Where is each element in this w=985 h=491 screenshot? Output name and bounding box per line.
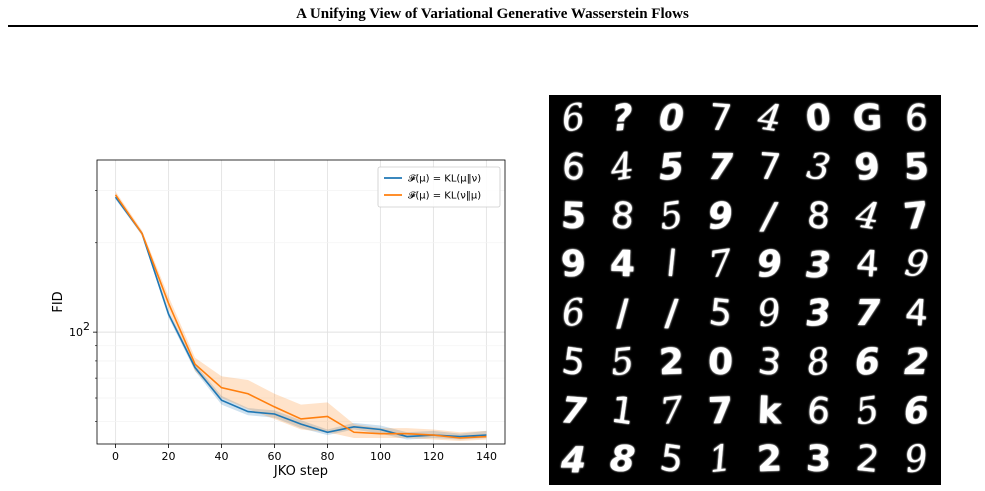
digit-sample: / bbox=[664, 293, 679, 335]
digit-sample: 7 bbox=[707, 97, 734, 141]
digit-sample: 6 bbox=[560, 146, 588, 190]
digit-sample: 8 bbox=[805, 195, 832, 238]
digit-sample: 4 bbox=[755, 96, 784, 141]
digit-sample: 5 bbox=[853, 389, 882, 434]
y-tick-label: 10 bbox=[69, 326, 83, 339]
digit-sample: 4 bbox=[609, 244, 636, 287]
digit-sample: 9 bbox=[755, 243, 784, 287]
x-tick-label: 20 bbox=[162, 450, 176, 463]
digit-sample: 8 bbox=[609, 194, 637, 238]
digit-sample: 2 bbox=[756, 439, 783, 482]
x-tick-label: 80 bbox=[320, 450, 334, 463]
digit-sample: 0 bbox=[707, 341, 734, 384]
digit-sample: 7 bbox=[854, 293, 881, 335]
x-tick-label: 60 bbox=[268, 450, 282, 463]
digit-sample: 6 bbox=[853, 341, 882, 384]
digit-sample: 0 bbox=[803, 97, 834, 141]
header-rule bbox=[8, 25, 978, 27]
digit-sample: 9 bbox=[902, 243, 931, 288]
plot-frame bbox=[96, 159, 506, 445]
series-0-line bbox=[114, 196, 487, 438]
digit-sample: 3 bbox=[756, 341, 784, 385]
digit-sample: 1 bbox=[706, 438, 734, 482]
digit-sample: 8 bbox=[804, 340, 833, 385]
y-tick-label-exponent: 2 bbox=[83, 320, 90, 333]
digit-sample: 4 bbox=[560, 439, 587, 481]
series-1-confidence-band bbox=[115, 191, 487, 441]
generated-digit-samples-grid: 6? 0 7 4 0 G 6 6 4 5 7 7 3 9 5 5 8 5 9/8 4 7 9 4 l 7 9 3 4 9 6//5 9 3 7 4… bbox=[549, 95, 941, 485]
digit-sample: 6 bbox=[559, 292, 587, 336]
digit-sample: ? bbox=[610, 97, 635, 141]
digit-sample: 7 bbox=[657, 389, 685, 433]
digit-sample: 9 bbox=[560, 244, 587, 287]
digit-sample: 5 bbox=[559, 340, 588, 385]
digit-sample: 4 bbox=[608, 145, 637, 190]
digit-sample: l bbox=[664, 244, 679, 287]
digit-sample: 5 bbox=[657, 438, 686, 483]
digit-sample: 6 bbox=[902, 390, 931, 433]
digit-sample: G bbox=[851, 97, 883, 140]
digit-sample: 9 bbox=[706, 195, 735, 238]
paper-title: A Unifying View of Variational Generativ… bbox=[296, 6, 689, 22]
digit-sample: 2 bbox=[854, 438, 882, 482]
digit-sample: 3 bbox=[804, 292, 833, 336]
digit-sample: 4 bbox=[854, 243, 881, 287]
digit-sample: 5 bbox=[560, 195, 587, 238]
digit-sample: 9 bbox=[902, 438, 931, 483]
legend-label-series-1: 𝓕(μ) = KL(ν‖μ) bbox=[408, 191, 481, 202]
y-axis-label: FID bbox=[51, 291, 66, 312]
digit-sample: 6 bbox=[559, 96, 588, 141]
paper-running-header: A Unifying View of Variational Generativ… bbox=[0, 0, 985, 27]
digit-sample: 5 bbox=[657, 146, 686, 189]
x-tick-label: 0 bbox=[112, 450, 119, 463]
digit-sample: 7 bbox=[756, 146, 783, 189]
digit-sample: 3 bbox=[804, 145, 833, 190]
digit-sample: 1 bbox=[608, 389, 637, 434]
x-tick-label: 100 bbox=[370, 450, 391, 463]
digit-sample: 7 bbox=[707, 390, 734, 433]
x-tick-label: 120 bbox=[423, 450, 444, 463]
digit-sample: 2 bbox=[903, 342, 930, 384]
digit-sample: 7 bbox=[559, 390, 588, 433]
digit-sample: 3 bbox=[805, 244, 832, 286]
x-tick-label: 140 bbox=[476, 450, 497, 463]
legend-label-series-0: 𝓕(μ) = KL(μ‖ν) bbox=[408, 174, 481, 185]
digit-sample: / bbox=[615, 293, 630, 335]
digit-sample: 7 bbox=[706, 243, 735, 288]
digit-sample: / bbox=[762, 195, 777, 237]
digit-sample: 4 bbox=[903, 292, 930, 336]
digit-sample: 0 bbox=[658, 98, 685, 140]
fid-line-chart: 0 20 40 60 80 100 120 140 10 2 JKO step FID 𝓕(μ) = K… bbox=[51, 159, 506, 479]
series-1-line bbox=[114, 194, 487, 439]
digit-sample: 6 bbox=[805, 389, 833, 433]
digit-sample: 9 bbox=[755, 291, 784, 336]
digit-sample: 5 bbox=[903, 146, 930, 189]
x-tick-label: 40 bbox=[215, 450, 229, 463]
digit-sample: 4 bbox=[853, 194, 882, 239]
legend-box bbox=[377, 166, 501, 208]
digit-sample: 3 bbox=[805, 439, 832, 482]
digit-sample: k bbox=[756, 390, 783, 433]
digit-sample: 7 bbox=[901, 194, 932, 239]
digit-sample: 2 bbox=[658, 341, 685, 384]
digit-sample: 6 bbox=[904, 97, 929, 140]
digit-sample: 5 bbox=[707, 292, 735, 336]
digit-sample: 9 bbox=[852, 145, 883, 190]
digit-sample: 8 bbox=[608, 438, 637, 482]
digit-sample: 5 bbox=[608, 341, 636, 385]
digit-sample: 5 bbox=[657, 194, 686, 239]
x-axis-label: JKO step bbox=[273, 464, 328, 479]
digit-sample: 7 bbox=[707, 147, 734, 189]
